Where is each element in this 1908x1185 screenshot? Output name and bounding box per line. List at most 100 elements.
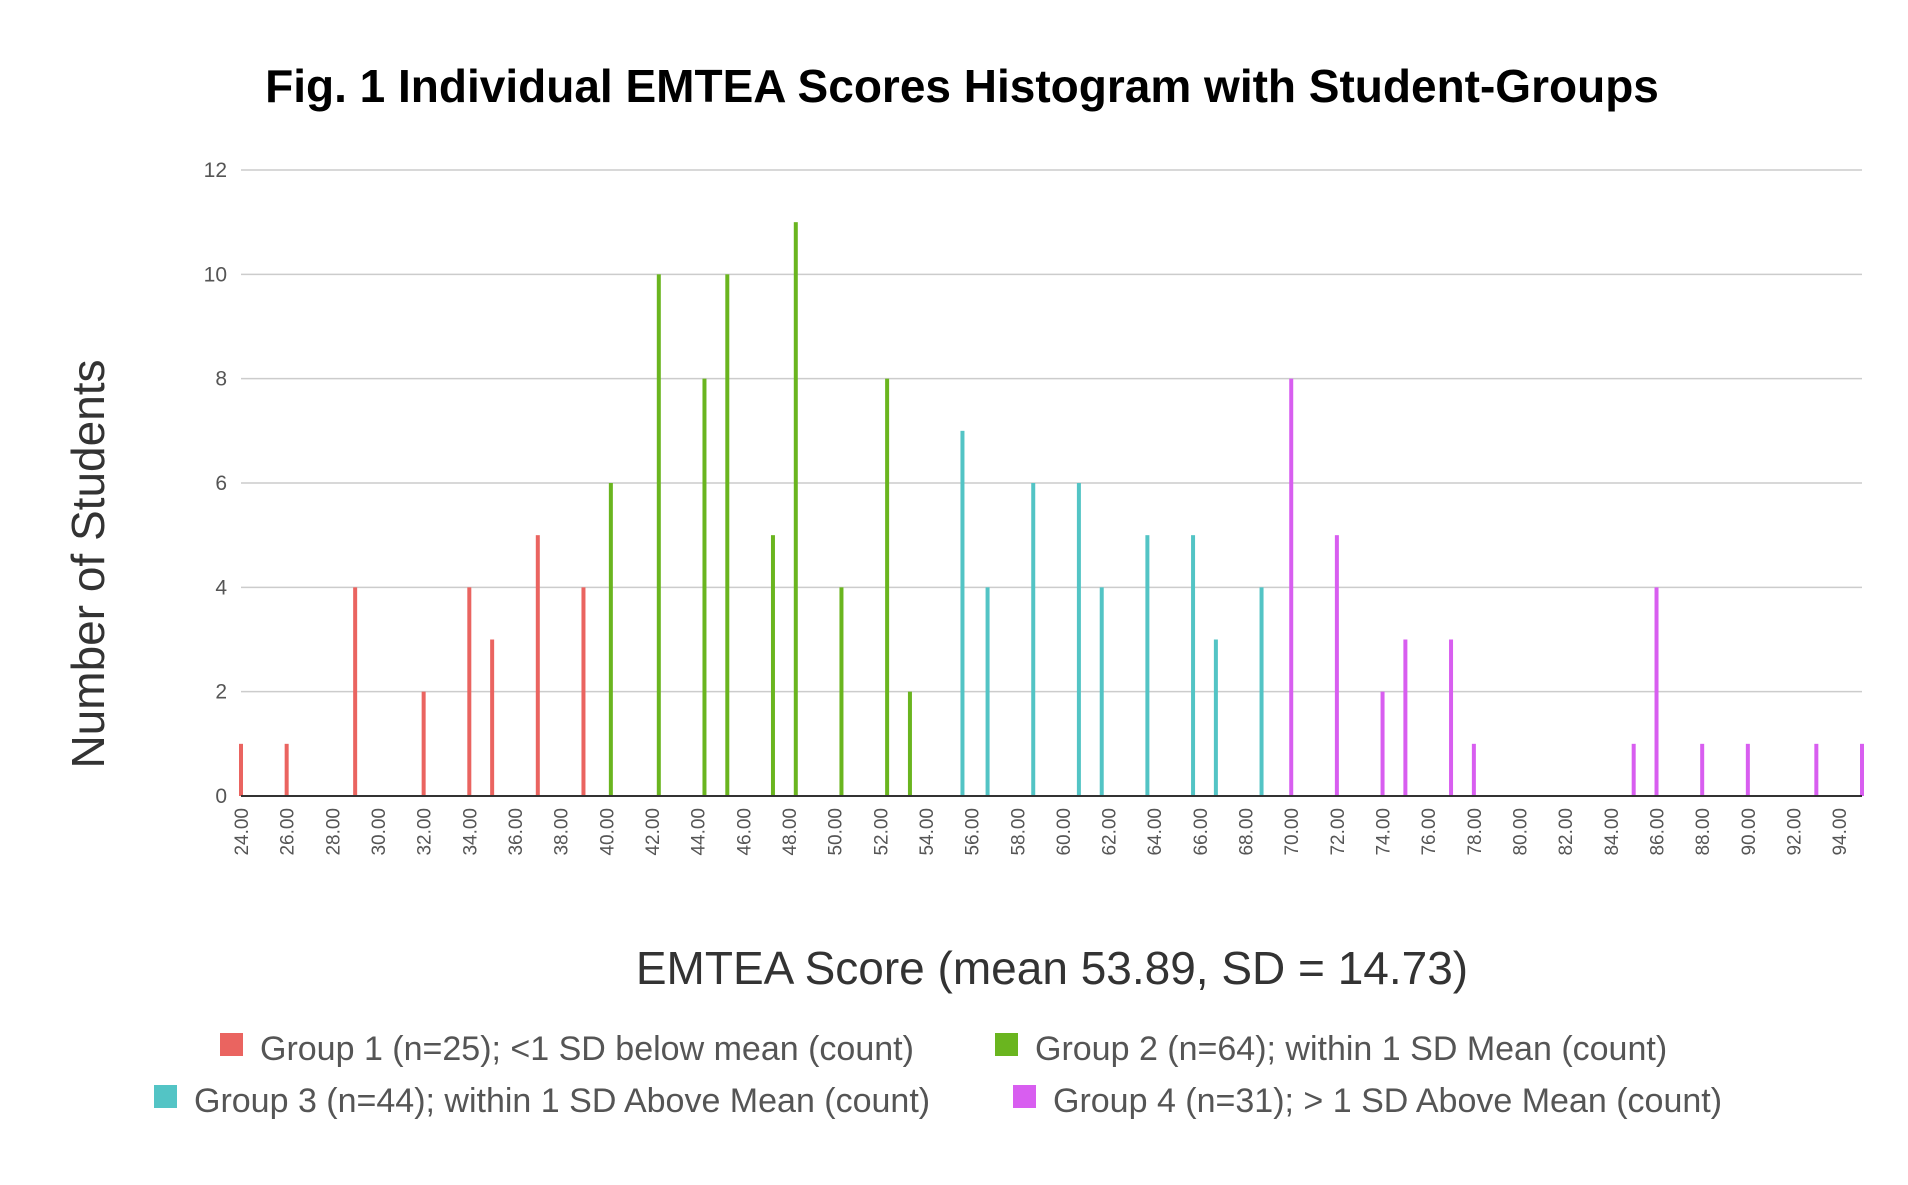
x-tick-label: 78.00 (1465, 808, 1486, 856)
bar (1099, 587, 1104, 796)
bar (1814, 743, 1819, 796)
x-tick-label: 24.00 (232, 808, 253, 856)
bar (839, 587, 844, 796)
bar (1631, 743, 1636, 796)
x-tick-label: 38.00 (552, 808, 573, 856)
y-tick-label: 8 (215, 368, 227, 391)
x-tick-label: 92.00 (1785, 808, 1806, 856)
bar (793, 222, 798, 796)
y-axis-ticks: 0 2 4 6 8 10 12 (204, 159, 228, 808)
x-tick-label: 86.00 (1648, 808, 1669, 856)
x-tick-label: 76.00 (1419, 808, 1440, 856)
bar (284, 743, 289, 796)
bar (1076, 483, 1081, 796)
legend-label: Group 2 (n=64); within 1 SD Mean (count) (1035, 1030, 1667, 1068)
x-tick-label: 30.00 (369, 808, 390, 856)
bar (702, 378, 707, 796)
bar (608, 483, 613, 796)
x-axis-ticks: 24.00 26.00 28.00 30.00 32.00 34.00 36.00 38.00… (232, 808, 1851, 856)
y-tick-label: 6 (215, 472, 227, 495)
x-tick-label: 70.00 (1282, 808, 1303, 856)
x-tick-label: 62.00 (1100, 808, 1121, 856)
x-tick-label: 26.00 (278, 808, 299, 856)
gridlines (241, 169, 1862, 693)
bar (1449, 639, 1454, 796)
bar (467, 587, 472, 796)
bar (1334, 535, 1339, 796)
legend-item: Group 4 (n=31); > 1 SD Above Mean (count… (1013, 1082, 1722, 1120)
legend-item: Group 3 (n=44); within 1 SD Above Mean (… (154, 1082, 930, 1120)
x-tick-label: 88.00 (1693, 808, 1714, 856)
bar (1700, 743, 1705, 796)
bar (985, 587, 990, 796)
bar (1471, 743, 1476, 796)
x-tick-label: 94.00 (1830, 808, 1851, 856)
x-tick-label: 64.00 (1145, 808, 1166, 856)
x-tick-label: 90.00 (1739, 808, 1760, 856)
x-tick-label: 50.00 (826, 808, 847, 856)
legend-swatch (154, 1085, 177, 1108)
x-tick-label: 46.00 (734, 808, 755, 856)
chart-title: Fig. 1 Individual EMTEA Scores Histogram… (265, 60, 1659, 112)
bar (1259, 587, 1264, 796)
y-tick-label: 4 (215, 576, 227, 599)
bar (770, 535, 775, 796)
legend-swatch (1013, 1085, 1036, 1108)
x-tick-label: 56.00 (963, 808, 984, 856)
x-tick-label: 52.00 (871, 808, 892, 856)
bar (1191, 535, 1196, 796)
bar (1654, 587, 1659, 796)
bar (1213, 639, 1218, 796)
y-tick-label: 0 (215, 785, 227, 808)
x-tick-label: 40.00 (597, 808, 618, 856)
x-tick-label: 44.00 (689, 808, 710, 856)
legend: Group 1 (n=25); <1 SD below mean (count)… (154, 1030, 1722, 1120)
x-tick-label: 72.00 (1328, 808, 1349, 856)
x-tick-label: 36.00 (506, 808, 527, 856)
x-tick-label: 66.00 (1191, 808, 1212, 856)
y-tick-label: 2 (215, 681, 227, 704)
bar (885, 378, 890, 796)
x-tick-label: 28.00 (323, 808, 344, 856)
legend-swatch (995, 1033, 1018, 1056)
legend-swatch (220, 1033, 243, 1056)
bar (960, 430, 965, 796)
x-tick-label: 74.00 (1374, 808, 1395, 856)
x-tick-label: 82.00 (1556, 808, 1577, 856)
x-tick-label: 58.00 (1008, 808, 1029, 856)
y-tick-label: 12 (204, 159, 227, 182)
bar (353, 587, 358, 796)
legend-label: Group 3 (n=44); within 1 SD Above Mean (… (194, 1082, 930, 1120)
bar (421, 691, 426, 796)
bar (1380, 691, 1385, 796)
legend-label: Group 1 (n=25); <1 SD below mean (count) (260, 1030, 914, 1068)
x-tick-label: 34.00 (460, 808, 481, 856)
bar (490, 639, 495, 796)
legend-item: Group 1 (n=25); <1 SD below mean (count) (220, 1030, 914, 1068)
bar (656, 274, 661, 796)
x-tick-label: 68.00 (1237, 808, 1258, 856)
legend-label: Group 4 (n=31); > 1 SD Above Mean (count… (1053, 1082, 1722, 1120)
bar (239, 743, 243, 796)
bar (1289, 378, 1294, 796)
bar (1745, 743, 1750, 796)
x-tick-label: 80.00 (1511, 808, 1532, 856)
x-tick-label: 60.00 (1054, 808, 1075, 856)
bar (1145, 535, 1150, 796)
bar (725, 274, 730, 796)
x-axis-title: EMTEA Score (mean 53.89, SD = 14.73) (636, 942, 1468, 994)
bar (907, 691, 912, 796)
bar (535, 535, 540, 796)
x-tick-label: 48.00 (780, 808, 801, 856)
bar (1403, 639, 1408, 796)
bar (1860, 743, 1864, 796)
legend-item: Group 2 (n=64); within 1 SD Mean (count) (995, 1030, 1667, 1068)
y-tick-label: 10 (204, 263, 227, 286)
bars (239, 222, 1864, 796)
bar (581, 587, 586, 796)
x-tick-label: 84.00 (1602, 808, 1623, 856)
x-tick-label: 54.00 (917, 808, 938, 856)
x-tick-label: 42.00 (643, 808, 664, 856)
